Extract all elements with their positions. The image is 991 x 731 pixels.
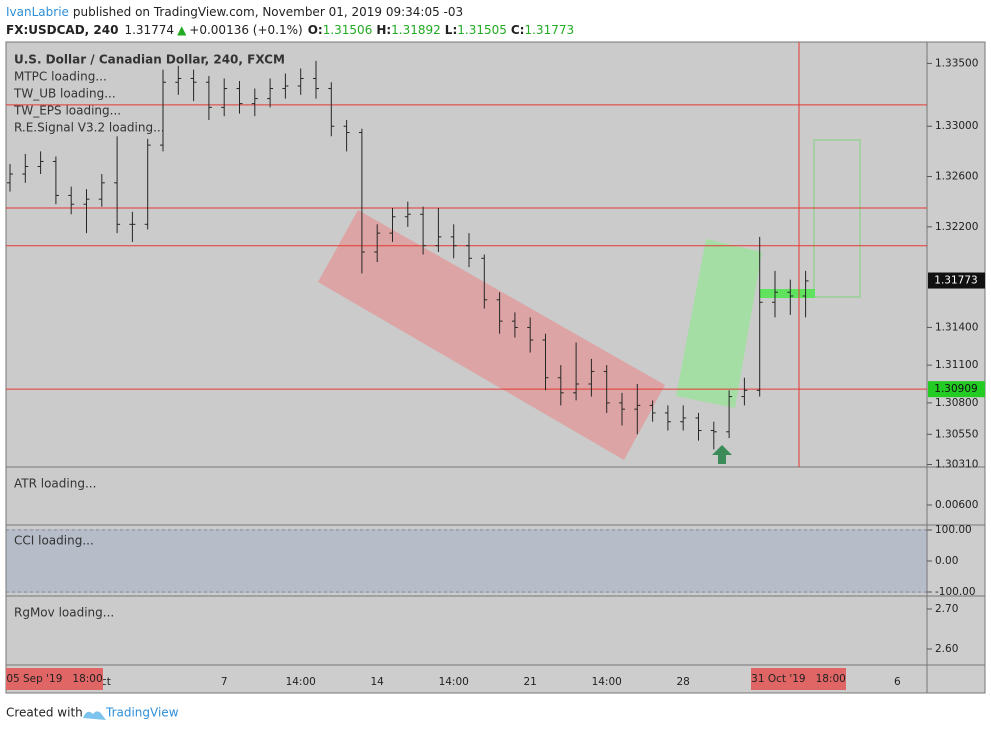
y-tick-label: 1.33000 (935, 120, 978, 132)
y-tick-label: 1.31100 (935, 359, 978, 371)
change: +0.00136 (+0.1%) (189, 23, 302, 37)
y-tick-label: 1.33500 (935, 57, 978, 69)
pane-title: CCI loading... (14, 534, 94, 548)
chart-title: U.S. Dollar / Canadian Dollar, 240, FXCM (14, 53, 285, 67)
price-tag-label: 1.31773 (934, 275, 977, 287)
indicator-label: R.E.Signal V3.2 loading... (14, 121, 165, 135)
pane-title: ATR loading... (14, 477, 96, 491)
published: published on TradingView.com, November 0… (73, 5, 463, 19)
price-axis-background (927, 42, 985, 693)
pane-title: RgMov loading... (14, 606, 114, 620)
y-tick-label: 1.32200 (935, 221, 978, 233)
down-channel (318, 210, 665, 460)
y-tick-label: 1.31400 (935, 321, 978, 333)
x-tick-label: 14:00 (286, 676, 316, 688)
time-marker-label: 31 Oct '19 18:00 (751, 673, 846, 685)
atr-pane (6, 467, 927, 525)
ohlc-value: 1.31506 (323, 23, 373, 37)
pane-tick-label: 0.00600 (935, 499, 978, 511)
rgmov-pane (6, 596, 927, 665)
time-marker-label: 05 Sep '19 18:00 (6, 673, 102, 685)
pane-tick-label: 100.00 (935, 524, 972, 536)
symbol: FX:USDCAD, 240 (6, 23, 118, 37)
target-box (813, 139, 861, 298)
ohlc-key: C: (511, 23, 525, 37)
author: IvanLabrie (6, 5, 69, 19)
up-channel (676, 239, 762, 408)
ohlc-value: 1.31773 (524, 23, 574, 37)
indicator-label: TW_EPS loading... (13, 104, 121, 118)
pane-borders (5, 41, 986, 694)
x-tick-label: 21 (524, 676, 537, 688)
x-tick-label: 6 (894, 676, 901, 688)
x-tick-label: 14:00 (439, 676, 469, 688)
plot-background (6, 42, 927, 467)
pane-tick-label: 2.70 (935, 603, 958, 615)
time-marker (6, 668, 103, 690)
up-triangle: ▲ (177, 23, 187, 37)
y-tick-label: 1.30800 (935, 397, 978, 409)
y-tick-label: 1.30550 (935, 428, 978, 440)
pane-tick-label: 2.60 (935, 643, 958, 655)
price-tag (928, 381, 985, 398)
header-line: IvanLabrie published on TradingView.com, … (6, 5, 463, 19)
y-tick-label: 1.32600 (935, 171, 978, 183)
x-tick-label: 14 (371, 676, 385, 688)
time-marker (751, 668, 846, 690)
indicator-label: TW_UB loading... (13, 87, 116, 101)
entry-box (760, 289, 815, 298)
ohlc-key: L: (445, 23, 457, 37)
symbol-line: FX:USDCAD, 240 1.31774 ▲ +0.00136 (+0.1%) O:… (6, 23, 574, 37)
price-tag-label: 1.30909 (934, 383, 977, 395)
last: 1.31774 (124, 23, 174, 37)
y-tick-label: 1.30310 (935, 458, 978, 470)
ohlc-key: H: (376, 23, 391, 37)
x-tick-label: 7 (221, 676, 228, 688)
footer-brand[interactable]: TradingView (105, 706, 179, 720)
indicator-label: MTPC loading... (14, 70, 107, 84)
ohlc-value: 1.31505 (457, 23, 507, 37)
ohlc-value: 1.31892 (391, 23, 441, 37)
pane-tick-label: -100.00 (935, 586, 976, 598)
logo (83, 711, 106, 720)
ohlc-key: O: (308, 23, 323, 37)
buy-arrow (712, 445, 732, 464)
price-tag (928, 272, 985, 289)
x-tick-label: 28 (677, 676, 690, 688)
footer-prefix: Created with (6, 706, 83, 720)
cci-band (6, 529, 927, 593)
pane-tick-label: 0.00 (935, 555, 958, 567)
x-tick-label: 14:00 (592, 676, 622, 688)
